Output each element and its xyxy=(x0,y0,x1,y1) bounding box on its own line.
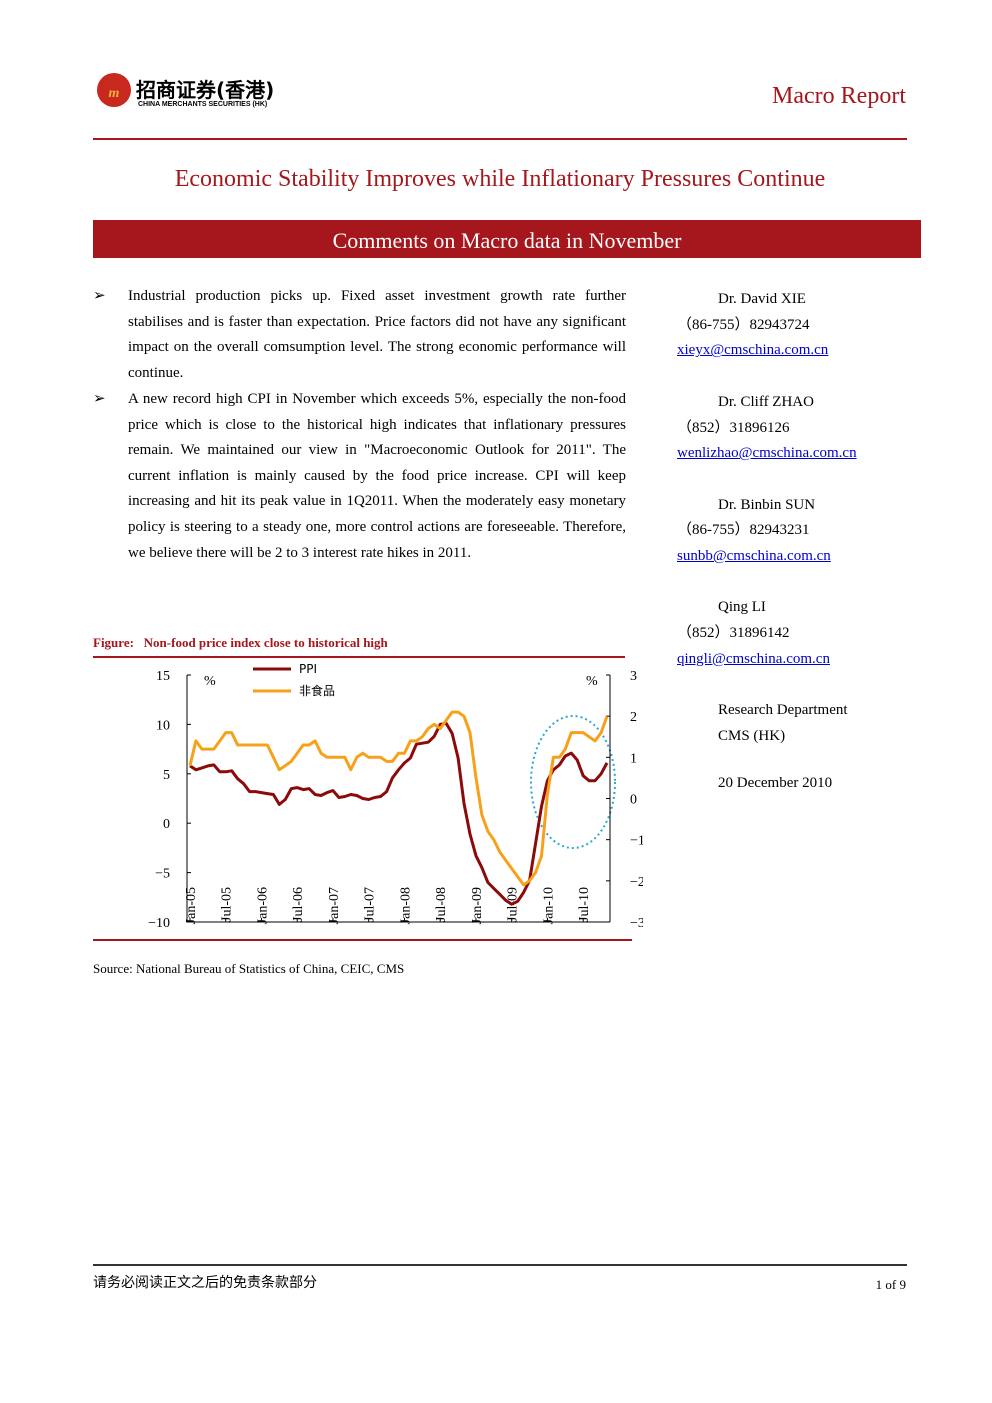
figure-label: Figure: xyxy=(93,635,134,650)
report-type: Macro Report xyxy=(772,83,906,109)
contact-name: Dr. Cliff ZHAO xyxy=(718,393,814,410)
legend-label: 非食品 xyxy=(299,683,335,698)
department: CMS (HK) xyxy=(718,727,786,744)
contact-name: Dr. David XIE xyxy=(718,291,806,307)
contact-phone: （86-755）82943231 xyxy=(677,522,810,539)
y-tick-label: −10 xyxy=(148,916,170,931)
bullet: Industrial production picks up. Fixed as… xyxy=(93,284,626,386)
rule xyxy=(93,656,625,658)
date: 20 December 2010 xyxy=(718,775,833,792)
series-line xyxy=(188,710,609,887)
x-tick-label: Jan-05 xyxy=(184,887,199,924)
title: Economic Stability Improves while Inflat… xyxy=(174,166,826,192)
x-tick-label: Jan-09 xyxy=(470,887,485,924)
x-tick-label: Jan-10 xyxy=(541,887,556,924)
logo-en: CHINA MERCHANTS SECURITIES (HK) xyxy=(138,101,268,108)
x-tick-label: Jan-06 xyxy=(255,887,270,924)
highlight-circle xyxy=(530,715,616,849)
y2-tick-label: −2 xyxy=(630,875,643,890)
contact-email[interactable]: sunbb@cmschina.com.cn xyxy=(677,548,831,564)
y2-tick-label: 1 xyxy=(630,751,637,766)
y-tick-label: −5 xyxy=(155,867,170,882)
contact-email[interactable]: xieyx@cmschina.com.cn xyxy=(677,342,829,359)
y2-tick-label: −3 xyxy=(630,916,643,931)
svg-text:m: m xyxy=(109,86,120,101)
figure-title: Non-food price index close to historical… xyxy=(143,635,388,650)
contact-name: Dr. Binbin SUN xyxy=(718,496,816,513)
x-tick-label: Jul-05 xyxy=(220,887,235,922)
rule xyxy=(93,1264,907,1266)
y-tick-label: 0 xyxy=(163,817,170,832)
x-tick-label: Jan-08 xyxy=(398,887,413,924)
y2-axis-unit: % xyxy=(586,674,598,689)
y2-tick-label: 3 xyxy=(630,669,637,684)
banner-text: Comments on Macro data in November xyxy=(332,228,682,253)
contact-phone: （86-755）82943724 xyxy=(677,316,810,333)
disclaimer: 请务必阅读正文之后的免责条款部分 xyxy=(93,1275,317,1291)
legend-label: PPI xyxy=(299,662,317,676)
contact-name: Qing LI xyxy=(718,599,766,616)
department: Research Department xyxy=(718,702,848,719)
banner xyxy=(93,220,921,258)
y-tick-label: 15 xyxy=(156,669,170,684)
x-tick-label: Jul-08 xyxy=(434,887,449,922)
contact-email[interactable]: wenlizhao@cmschina.com.cn xyxy=(677,445,857,462)
x-tick-label: Jan-07 xyxy=(327,887,342,924)
contact-phone: （852）31896126 xyxy=(677,419,790,436)
series-line xyxy=(189,721,609,906)
x-tick-label: Jul-10 xyxy=(577,887,592,922)
bullet: A new record high CPI in November which … xyxy=(93,387,626,566)
y2-tick-label: 2 xyxy=(630,710,637,725)
contact-phone: （852）31896142 xyxy=(677,625,790,642)
source: Source: National Bureau of Statistics of… xyxy=(93,961,405,976)
y-axis-unit: % xyxy=(204,674,216,689)
y-tick-label: 5 xyxy=(163,768,170,783)
y2-tick-label: −1 xyxy=(630,834,643,849)
figure-caption: Figure: Non-food price index close to hi… xyxy=(93,635,388,651)
y2-tick-label: 0 xyxy=(630,793,637,808)
contact-email[interactable]: qingli@cmschina.com.cn xyxy=(677,650,830,667)
page-number: 1 of 9 xyxy=(875,1277,906,1292)
y-tick-label: 10 xyxy=(156,718,170,733)
x-tick-label: Jul-06 xyxy=(291,887,306,922)
rule xyxy=(93,138,907,140)
x-tick-label: Jul-07 xyxy=(363,887,378,922)
logo-icon: m xyxy=(97,73,131,107)
contacts: Dr. David XIE （86-755）82943724 xieyx@cmsch… xyxy=(677,287,917,792)
logo-cn: 招商证券(香港) xyxy=(136,78,275,102)
